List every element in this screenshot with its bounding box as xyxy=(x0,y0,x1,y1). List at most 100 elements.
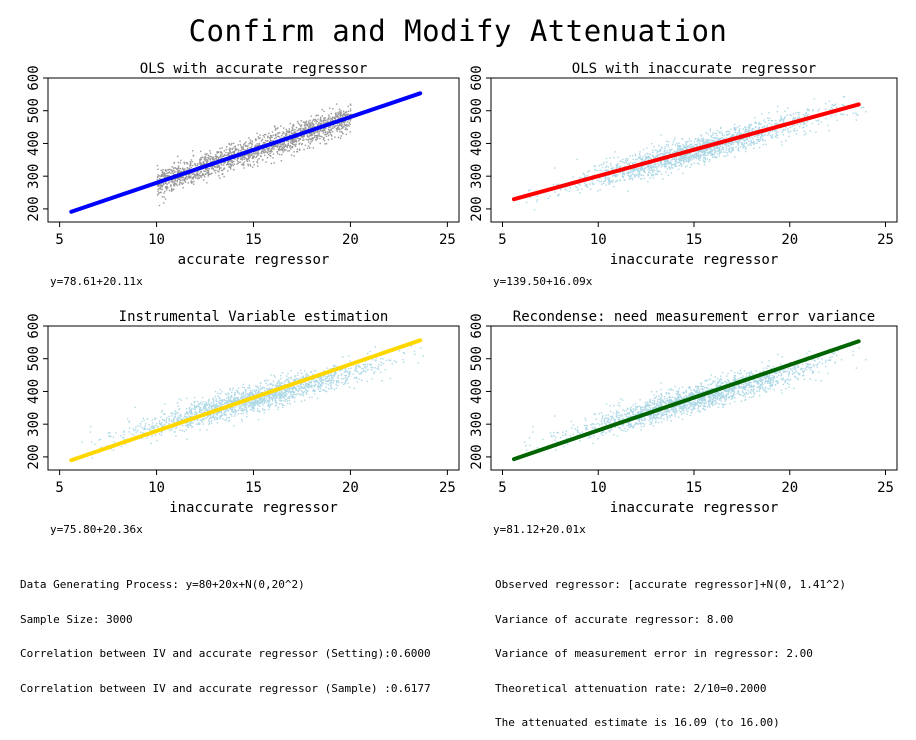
scatter-point xyxy=(738,143,739,144)
scatter-point xyxy=(81,441,82,442)
scatter-point xyxy=(664,161,665,162)
scatter-point xyxy=(730,129,731,130)
scatter-point xyxy=(226,146,227,147)
scatter-point xyxy=(678,157,679,158)
scatter-point xyxy=(617,163,618,164)
scatter-point xyxy=(203,179,204,180)
scatter-point xyxy=(228,399,229,400)
scatter-point xyxy=(260,401,261,402)
scatter-point xyxy=(651,175,652,176)
scatter-point xyxy=(330,126,331,127)
scatter-point xyxy=(779,121,780,122)
scatter-point xyxy=(176,168,177,169)
scatter-point xyxy=(322,376,323,377)
scatter-point xyxy=(217,170,218,171)
scatter-point xyxy=(711,155,712,156)
scatter-point xyxy=(332,131,333,132)
scatter-point xyxy=(287,389,288,390)
scatter-point xyxy=(578,189,579,190)
scatter-point xyxy=(187,168,188,169)
scatter-point xyxy=(772,134,773,135)
scatter-point xyxy=(325,376,326,377)
scatter-point xyxy=(683,158,684,159)
scatter-point xyxy=(274,162,275,163)
scatter-point xyxy=(370,351,371,352)
scatter-point xyxy=(731,151,732,152)
scatter-point xyxy=(170,186,171,187)
scatter-point xyxy=(658,164,659,165)
scatter-point xyxy=(290,142,291,143)
scatter-point xyxy=(245,406,246,407)
scatter-point xyxy=(267,157,268,158)
scatter-point xyxy=(717,151,718,152)
scatter-point xyxy=(257,152,258,153)
scatter-point xyxy=(305,145,306,146)
scatter-point xyxy=(339,111,340,112)
scatter-point xyxy=(311,397,312,398)
scatter-point xyxy=(863,107,864,108)
scatter-point xyxy=(248,143,249,144)
scatter-point xyxy=(180,180,181,181)
scatter-point xyxy=(260,383,261,384)
scatter-point xyxy=(270,405,271,406)
scatter-point xyxy=(735,146,736,147)
scatter-point xyxy=(672,152,673,153)
scatter-point xyxy=(177,181,178,182)
scatter-point xyxy=(185,182,186,183)
scatter-point xyxy=(668,144,669,145)
scatter-point xyxy=(329,375,330,376)
scatter-point xyxy=(707,158,708,159)
scatter-point xyxy=(175,167,176,168)
scatter-point xyxy=(294,141,295,142)
scatter-point xyxy=(314,135,315,136)
scatter-point xyxy=(220,163,221,164)
scatter-point xyxy=(705,142,706,143)
scatter-point xyxy=(243,144,244,145)
scatter-point xyxy=(214,170,215,171)
scatter-point xyxy=(756,135,757,136)
scatter-point xyxy=(328,119,329,120)
scatter-point xyxy=(666,141,667,142)
scatter-point xyxy=(206,171,207,172)
scatter-point xyxy=(220,167,221,168)
scatter-point xyxy=(611,180,612,181)
scatter-point xyxy=(814,98,815,99)
scatter-point xyxy=(264,390,265,391)
scatter-point xyxy=(317,382,318,383)
scatter-point xyxy=(800,123,801,124)
scatter-point xyxy=(785,129,786,130)
scatter-point xyxy=(721,131,722,132)
scatter-point xyxy=(279,132,280,133)
scatter-point xyxy=(346,134,347,135)
scatter-point xyxy=(617,180,618,181)
scatter-point xyxy=(605,167,606,168)
scatter-point xyxy=(606,161,607,162)
scatter-point xyxy=(283,404,284,405)
scatter-point xyxy=(748,145,749,146)
scatter-point xyxy=(233,143,234,144)
scatter-point xyxy=(159,178,160,179)
scatter-point xyxy=(194,405,195,406)
scatter-point xyxy=(682,149,683,150)
scatter-point xyxy=(168,172,169,173)
scatter-point xyxy=(632,170,633,171)
scatter-point xyxy=(208,155,209,156)
scatter-point xyxy=(233,165,234,166)
scatter-point xyxy=(294,129,295,130)
scatter-point xyxy=(183,182,184,183)
scatter-point xyxy=(708,142,709,143)
scatter-point xyxy=(113,437,114,438)
scatter-point xyxy=(247,164,248,165)
scatter-point xyxy=(613,186,614,187)
scatter-point xyxy=(157,195,158,196)
scatter-point xyxy=(354,388,355,389)
scatter-point xyxy=(856,119,857,120)
scatter-point xyxy=(348,106,349,107)
scatter-point xyxy=(207,168,208,169)
scatter-point xyxy=(323,137,324,138)
scatter-point xyxy=(638,175,639,176)
scatter-point xyxy=(298,140,299,141)
scatter-point xyxy=(817,110,818,111)
scatter-point xyxy=(576,159,577,160)
scatter-point xyxy=(797,124,798,125)
